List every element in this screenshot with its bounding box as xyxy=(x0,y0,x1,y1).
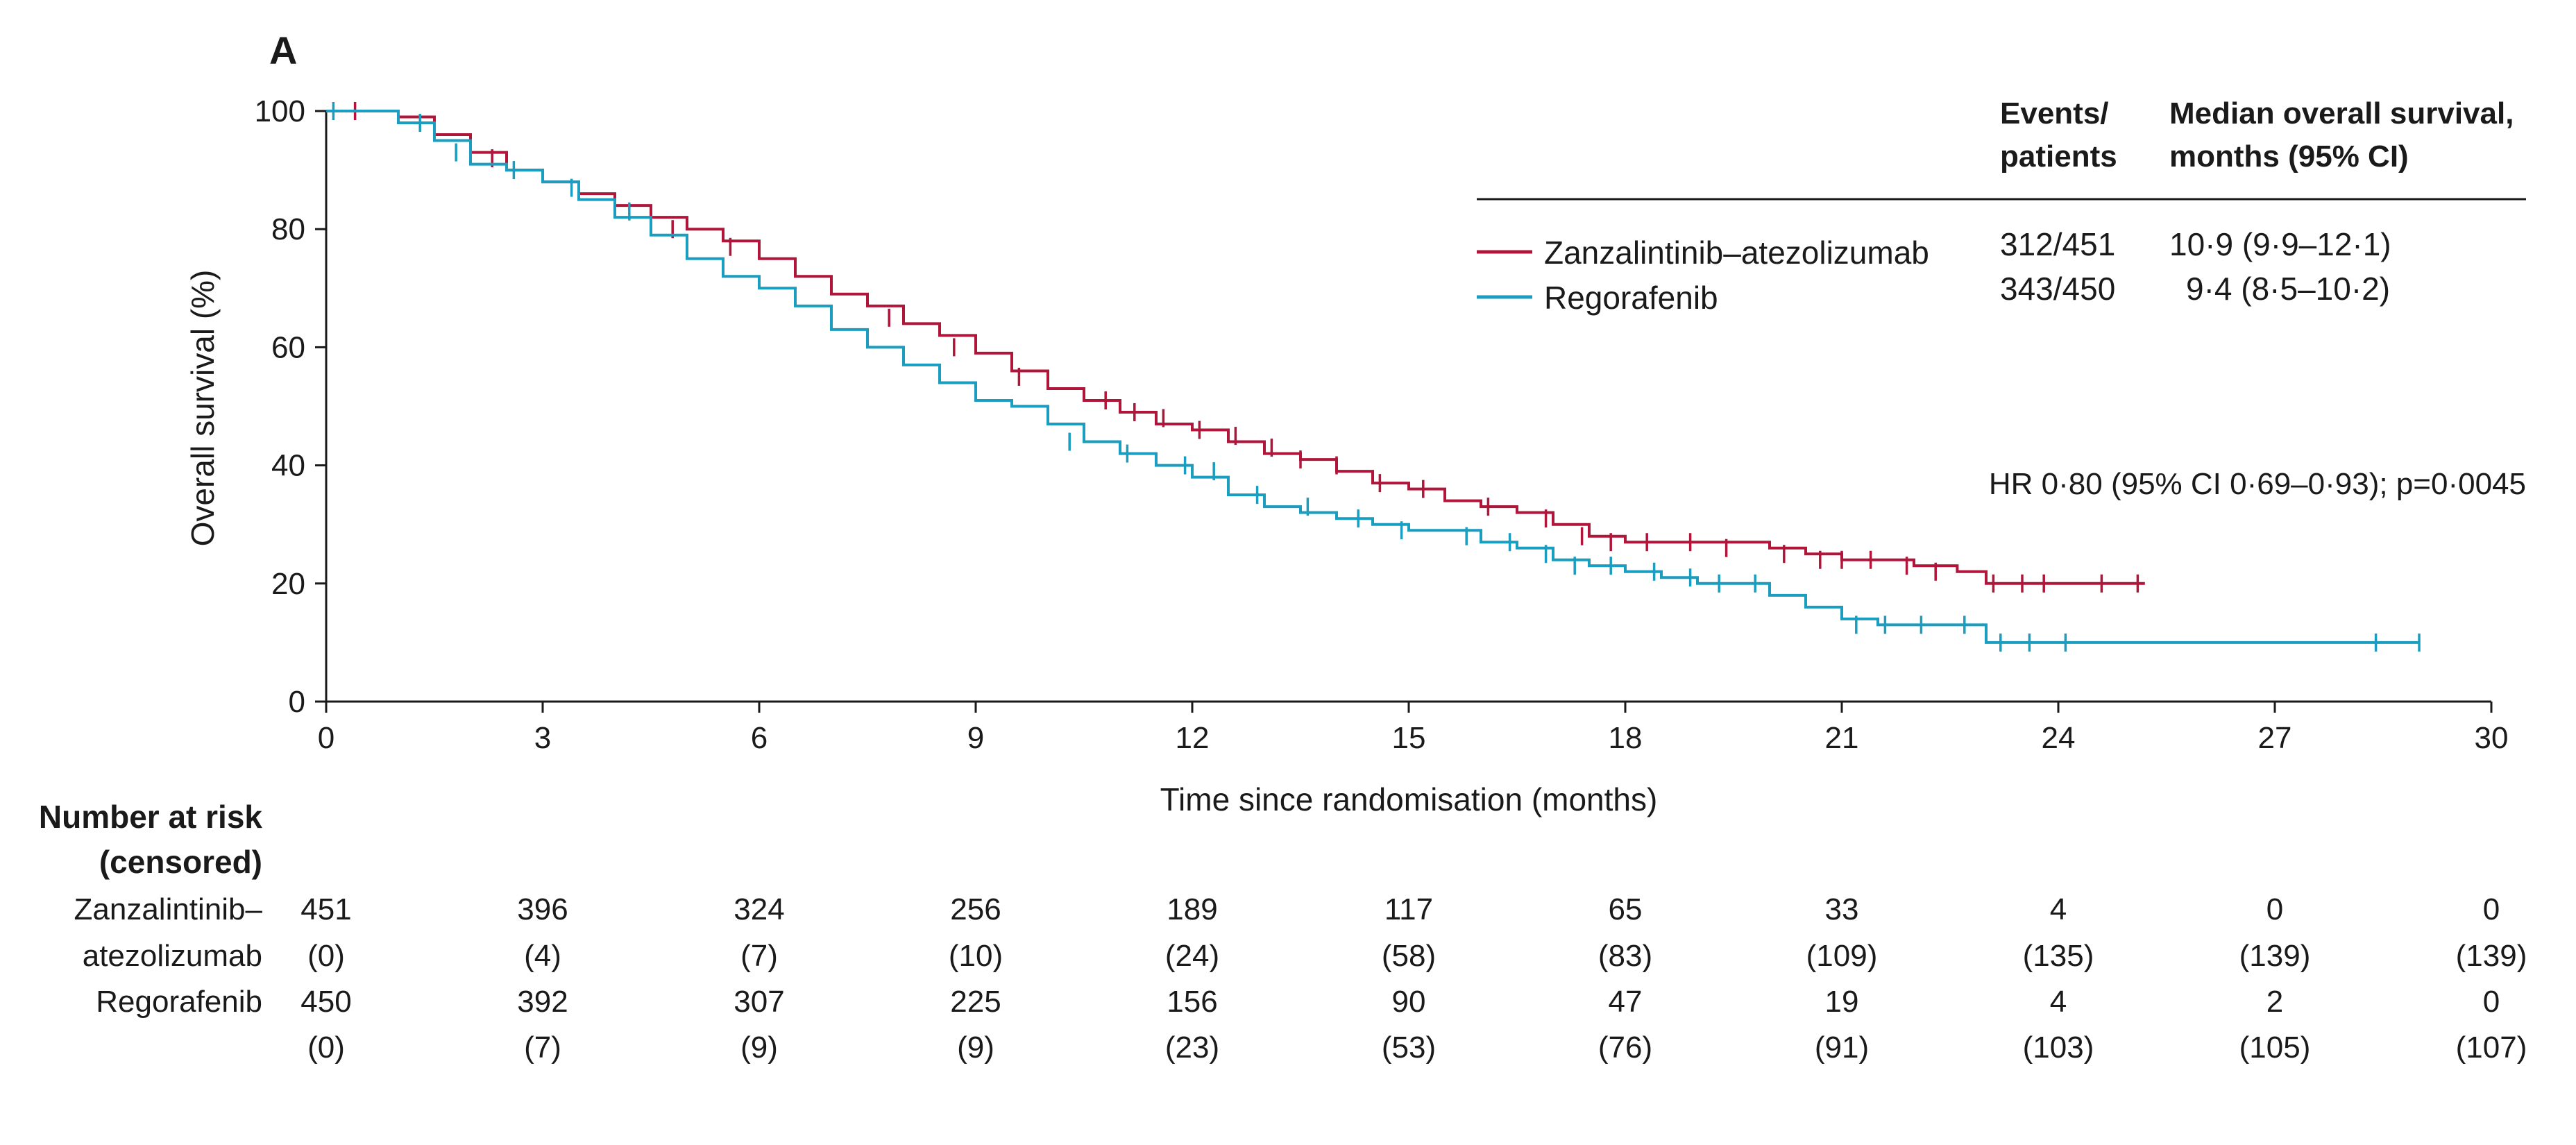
risk-table-title-line2: (censored) xyxy=(99,844,262,880)
x-tick-label: 24 xyxy=(2042,721,2076,755)
risk-at-risk-value: 450 xyxy=(300,985,351,1019)
risk-at-risk-value: 392 xyxy=(517,985,568,1019)
risk-at-risk-value: 256 xyxy=(950,892,1001,926)
risk-censored-value: (9) xyxy=(740,1030,778,1065)
risk-at-risk-value: 19 xyxy=(1825,985,1859,1019)
x-tick-label: 9 xyxy=(967,721,984,755)
risk-label-zanzalintinib-line1: Zanzalintinib– xyxy=(74,892,263,926)
risk-censored-value: (23) xyxy=(1165,1030,1219,1065)
panel-label: A xyxy=(269,28,297,72)
risk-censored-value: (91) xyxy=(1815,1030,1869,1065)
risk-at-risk-value: 324 xyxy=(734,892,784,926)
risk-censored-value: (9) xyxy=(957,1030,994,1065)
x-tick-label: 0 xyxy=(318,721,334,755)
risk-label-regorafenib: Regorafenib xyxy=(96,985,262,1019)
risk-at-risk-value: 2 xyxy=(2266,985,2283,1019)
legend-header-events-line1: Events/ xyxy=(2000,96,2109,130)
y-tick-label: 40 xyxy=(271,449,305,483)
risk-at-risk-value: 4 xyxy=(2050,892,2067,926)
risk-censored-value: (139) xyxy=(2456,939,2527,973)
risk-at-risk-value: 4 xyxy=(2050,985,2067,1019)
y-tick-label: 20 xyxy=(271,567,305,601)
risk-censored-value: (109) xyxy=(1806,939,1878,973)
x-ticks: 0 3 6 9 12 15 18 21 24 27 30 xyxy=(318,702,2509,755)
risk-censored-value: (53) xyxy=(1382,1030,1436,1065)
risk-at-risk-value: 0 xyxy=(2483,985,2500,1019)
risk-at-risk-value: 307 xyxy=(734,985,784,1019)
risk-censored-value: (76) xyxy=(1598,1030,1652,1065)
risk-censored-value: (58) xyxy=(1382,939,1436,973)
risk-label-zanzalintinib-line2: atezolizumab xyxy=(83,939,262,973)
y-tick-label: 100 xyxy=(255,94,305,128)
legend-label-zanzalintinib: Zanzalintinib–atezolizumab xyxy=(1544,235,1929,271)
risk-at-risk-value: 451 xyxy=(300,892,351,926)
risk-table-title-line1: Number at risk xyxy=(39,799,263,835)
risk-at-risk-value: 189 xyxy=(1167,892,1217,926)
x-tick-label: 12 xyxy=(1176,721,1210,755)
risk-at-risk-value: 225 xyxy=(950,985,1001,1019)
risk-censored-value: (0) xyxy=(307,939,345,973)
legend-label-regorafenib: Regorafenib xyxy=(1544,280,1718,316)
risk-censored-value: (105) xyxy=(2239,1030,2311,1065)
risk-censored-value: (4) xyxy=(524,939,561,973)
legend-events-regorafenib: 343/450 xyxy=(2000,271,2115,307)
km-curve-zanzalintinib xyxy=(326,110,2145,585)
risk-at-risk-value: 33 xyxy=(1825,892,1859,926)
legend-median-zanzalintinib: 10·9 (9·9–12·1) xyxy=(2169,226,2391,262)
x-tick-label: 30 xyxy=(2475,721,2509,755)
risk-values: 451 396 324 256 189 117 65 33 4 0 0 (0) (4) (7) (10) (2… xyxy=(300,892,2527,1065)
x-tick-label: 18 xyxy=(1609,721,1643,755)
km-curve-regorafenib xyxy=(326,110,2419,644)
legend-header-median-line2: months (95% CI) xyxy=(2169,139,2409,173)
x-tick-label: 21 xyxy=(1825,721,1859,755)
x-tick-label: 3 xyxy=(534,721,551,755)
risk-censored-value: (0) xyxy=(307,1030,345,1065)
legend-events-zanzalintinib: 312/451 xyxy=(2000,226,2115,262)
risk-censored-value: (7) xyxy=(524,1030,561,1065)
risk-at-risk-value: 156 xyxy=(1167,985,1217,1019)
risk-censored-value: (139) xyxy=(2239,939,2311,973)
risk-censored-value: (83) xyxy=(1598,939,1652,973)
y-tick-label: 80 xyxy=(271,212,305,246)
risk-censored-value: (7) xyxy=(740,939,778,973)
y-tick-label: 0 xyxy=(289,685,305,719)
risk-at-risk-value: 396 xyxy=(517,892,568,926)
plot-axes: 0 20 40 60 80 100 0 3 6 9 12 15 18 21 24 27 30 xyxy=(255,94,2509,755)
x-tick-label: 6 xyxy=(751,721,768,755)
y-ticks: 0 20 40 60 80 100 xyxy=(255,94,326,719)
risk-censored-value: (107) xyxy=(2456,1030,2527,1065)
legend-header-events-line2: patients xyxy=(2000,139,2117,173)
risk-at-risk-value: 0 xyxy=(2483,892,2500,926)
risk-censored-value: (103) xyxy=(2023,1030,2094,1065)
survival-curves xyxy=(326,102,2421,652)
y-axis-title: Overall survival (%) xyxy=(185,270,221,547)
risk-censored-value: (135) xyxy=(2023,939,2094,973)
legend: Events/ patients Median overall survival… xyxy=(1477,96,2526,316)
risk-table: Number at risk (censored) Zanzalintinib–… xyxy=(39,799,2527,1065)
x-tick-label: 27 xyxy=(2258,721,2292,755)
risk-censored-value: (10) xyxy=(949,939,1003,973)
x-tick-label: 15 xyxy=(1392,721,1426,755)
legend-median-regorafenib: 9·4 (8·5–10·2) xyxy=(2186,271,2390,307)
risk-at-risk-value: 90 xyxy=(1392,985,1426,1019)
risk-at-risk-value: 47 xyxy=(1609,985,1643,1019)
y-tick-label: 60 xyxy=(271,330,305,364)
risk-at-risk-value: 117 xyxy=(1384,892,1433,926)
risk-censored-value: (24) xyxy=(1165,939,1219,973)
risk-at-risk-value: 65 xyxy=(1609,892,1643,926)
risk-at-risk-value: 0 xyxy=(2266,892,2283,926)
x-axis-title: Time since randomisation (months) xyxy=(1160,781,1658,817)
hazard-ratio-text: HR 0·80 (95% CI 0·69–0·93); p=0·0045 xyxy=(1989,467,2526,501)
legend-header-median-line1: Median overall survival, xyxy=(2169,96,2514,130)
